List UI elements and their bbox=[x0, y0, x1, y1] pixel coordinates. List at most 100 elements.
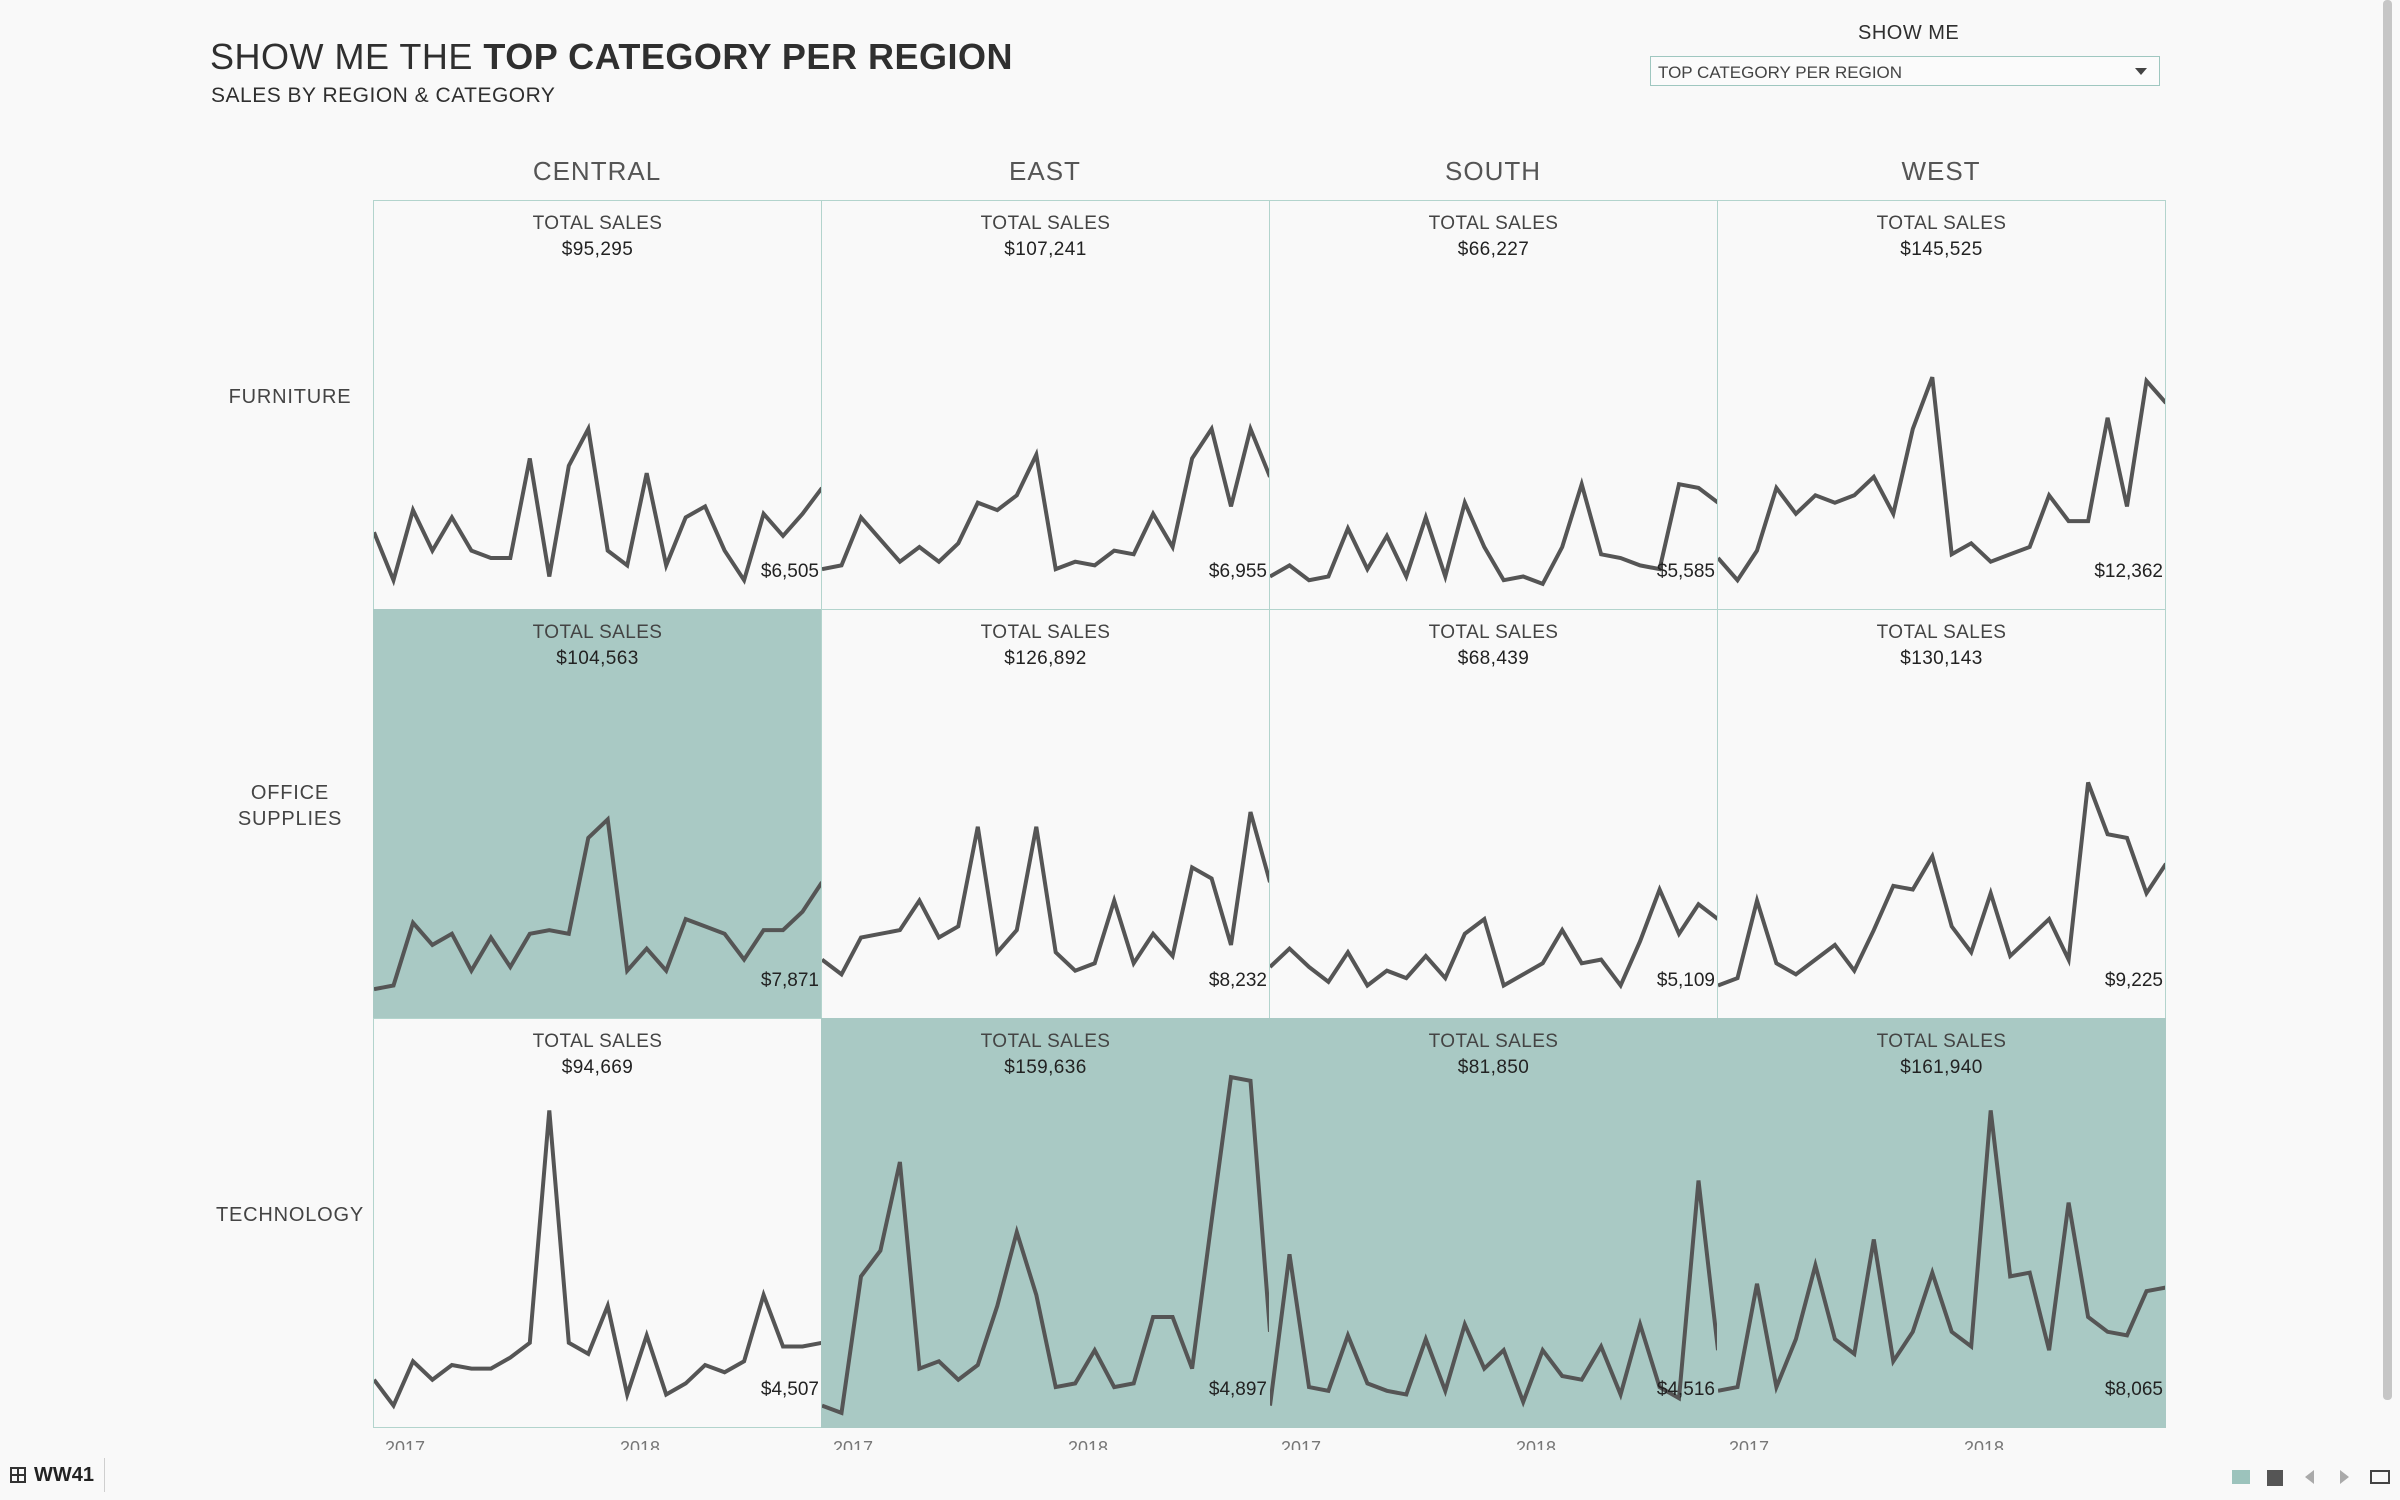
total-sales-label: TOTAL SALES bbox=[980, 622, 1111, 643]
total-sales-caption: TOTAL SALES $107,241 bbox=[822, 211, 1269, 263]
region-header: WEST bbox=[1901, 156, 1981, 186]
vertical-scrollbar[interactable] bbox=[2383, 0, 2392, 1400]
sales-line-series bbox=[1718, 781, 2165, 988]
sparkline-chart bbox=[822, 1074, 1269, 1416]
last-value-label: $4,516 bbox=[1656, 1379, 1715, 1400]
total-sales-caption: TOTAL SALES $104,563 bbox=[374, 620, 821, 672]
region-header: SOUTH bbox=[1445, 156, 1541, 186]
total-sales-value: $159,636 bbox=[1004, 1057, 1087, 1078]
total-sales-value: $130,143 bbox=[1900, 648, 1983, 669]
last-value-label: $4,507 bbox=[760, 1379, 819, 1400]
chevron-down-icon bbox=[2135, 68, 2147, 75]
total-sales-caption: TOTAL SALES $94,669 bbox=[374, 1029, 821, 1081]
category-header: OFFICE SUPPLIES bbox=[237, 781, 343, 830]
total-sales-label: TOTAL SALES bbox=[532, 622, 663, 643]
previous-sheet-icon[interactable] bbox=[2305, 1470, 2314, 1484]
sales-line-series bbox=[374, 815, 821, 992]
total-sales-value: $126,892 bbox=[1004, 648, 1087, 669]
category-header: FURNITURE bbox=[228, 385, 352, 408]
sales-cell[interactable]: TOTAL SALES $107,241 $6,955 bbox=[821, 200, 1270, 610]
sales-line-series bbox=[822, 811, 1269, 978]
dashboard-title: SHOW ME THE TOP CATEGORY PER REGION bbox=[210, 36, 1013, 78]
sheet-tab-ww41[interactable]: WW41 bbox=[10, 1458, 105, 1492]
last-value-label: $9,225 bbox=[2104, 970, 2163, 991]
sparkline-chart bbox=[374, 1110, 821, 1410]
total-sales-value: $145,525 bbox=[1900, 239, 1983, 260]
total-sales-value: $66,227 bbox=[1457, 239, 1530, 260]
sales-line-series bbox=[1270, 884, 1717, 990]
sales-cell[interactable]: TOTAL SALES $95,295 $6,505 bbox=[373, 200, 822, 610]
sales-line-series bbox=[1270, 1180, 1717, 1408]
region-header: EAST bbox=[1009, 156, 1081, 186]
sparkline-chart bbox=[1718, 781, 2165, 988]
title-emphasis: TOP CATEGORY PER REGION bbox=[483, 36, 1013, 77]
sales-line-series bbox=[1718, 376, 2165, 584]
sales-line-series bbox=[822, 1074, 1269, 1416]
total-sales-label: TOTAL SALES bbox=[1876, 622, 2007, 643]
total-sales-caption: TOTAL SALES $145,525 bbox=[1718, 211, 2165, 263]
sparkline-chart bbox=[374, 815, 821, 992]
total-sales-label: TOTAL SALES bbox=[532, 1031, 663, 1052]
sales-cell[interactable]: TOTAL SALES $94,669 $4,507 bbox=[373, 1018, 822, 1428]
last-value-label: $8,065 bbox=[2104, 1379, 2163, 1400]
total-sales-value: $95,295 bbox=[561, 239, 634, 260]
total-sales-value: $161,940 bbox=[1900, 1057, 1983, 1078]
sparkline-chart bbox=[1718, 376, 2165, 584]
total-sales-caption: TOTAL SALES $81,850 bbox=[1270, 1029, 1717, 1081]
sparkline-chart bbox=[1270, 1180, 1717, 1408]
region-header: CENTRAL bbox=[532, 156, 662, 186]
total-sales-label: TOTAL SALES bbox=[1428, 1031, 1559, 1052]
last-value-label: $7,871 bbox=[760, 970, 819, 991]
sales-line-grid: TOTAL SALES $95,295 $6,505 TOTAL SALES $107,… bbox=[373, 200, 2166, 1428]
sheet-tab-label: WW41 bbox=[34, 1463, 94, 1486]
total-sales-label: TOTAL SALES bbox=[980, 1031, 1111, 1052]
sales-cell[interactable]: TOTAL SALES $161,940 $8,065 bbox=[1717, 1018, 2166, 1428]
last-value-label: $6,955 bbox=[1208, 561, 1267, 582]
total-sales-value: $68,439 bbox=[1457, 648, 1530, 669]
sales-cell[interactable]: TOTAL SALES $104,563 $7,871 bbox=[373, 609, 822, 1019]
sparkline-chart bbox=[1270, 884, 1717, 990]
show-sheet-tabs-icon[interactable] bbox=[2232, 1470, 2250, 1484]
sales-line-series bbox=[822, 422, 1269, 572]
total-sales-caption: TOTAL SALES $126,892 bbox=[822, 620, 1269, 672]
sales-line-series bbox=[374, 422, 821, 587]
total-sales-caption: TOTAL SALES $161,940 bbox=[1718, 1029, 2165, 1081]
sparkline-chart bbox=[822, 422, 1269, 572]
last-value-label: $5,585 bbox=[1656, 561, 1715, 582]
sales-cell[interactable]: TOTAL SALES $126,892 $8,232 bbox=[821, 609, 1270, 1019]
sparkline-chart bbox=[822, 811, 1269, 978]
next-sheet-icon[interactable] bbox=[2340, 1470, 2349, 1484]
total-sales-label: TOTAL SALES bbox=[980, 213, 1111, 234]
total-sales-caption: TOTAL SALES $68,439 bbox=[1270, 620, 1717, 672]
show-me-dropdown[interactable]: TOP CATEGORY PER REGION bbox=[1650, 56, 2160, 86]
sales-cell[interactable]: TOTAL SALES $145,525 $12,362 bbox=[1717, 200, 2166, 610]
sales-cell[interactable]: TOTAL SALES $68,439 $5,109 bbox=[1269, 609, 1718, 1019]
sparkline-chart bbox=[374, 422, 821, 587]
total-sales-value: $107,241 bbox=[1004, 239, 1087, 260]
last-value-label: $5,109 bbox=[1656, 970, 1715, 991]
sales-cell[interactable]: TOTAL SALES $81,850 $4,516 bbox=[1269, 1018, 1718, 1428]
sparkline-chart bbox=[1270, 477, 1717, 587]
total-sales-label: TOTAL SALES bbox=[1428, 213, 1559, 234]
show-filmstrip-icon[interactable] bbox=[2267, 1470, 2283, 1486]
sales-cell[interactable]: TOTAL SALES $130,143 $9,225 bbox=[1717, 609, 2166, 1019]
last-value-label: $6,505 bbox=[760, 561, 819, 582]
total-sales-value: $94,669 bbox=[561, 1057, 634, 1078]
sales-cell[interactable]: TOTAL SALES $159,636 $4,897 bbox=[821, 1018, 1270, 1428]
total-sales-value: $104,563 bbox=[556, 648, 639, 669]
show-me-label: SHOW ME bbox=[1858, 22, 1960, 44]
category-header: TECHNOLOGY bbox=[215, 1203, 365, 1226]
last-value-label: $4,897 bbox=[1208, 1379, 1267, 1400]
title-prefix: SHOW ME THE bbox=[210, 36, 484, 77]
sales-line-series bbox=[1270, 477, 1717, 587]
total-sales-label: TOTAL SALES bbox=[1428, 622, 1559, 643]
sales-cell[interactable]: TOTAL SALES $66,227 $5,585 bbox=[1269, 200, 1718, 610]
total-sales-caption: TOTAL SALES $66,227 bbox=[1270, 211, 1717, 263]
sparkline-chart bbox=[1718, 1110, 2165, 1395]
status-bar bbox=[0, 1450, 2400, 1500]
total-sales-label: TOTAL SALES bbox=[1876, 213, 2007, 234]
total-sales-label: TOTAL SALES bbox=[532, 213, 663, 234]
presentation-mode-icon[interactable] bbox=[2370, 1470, 2390, 1484]
last-value-label: $12,362 bbox=[2094, 561, 2163, 582]
total-sales-label: TOTAL SALES bbox=[1876, 1031, 2007, 1052]
